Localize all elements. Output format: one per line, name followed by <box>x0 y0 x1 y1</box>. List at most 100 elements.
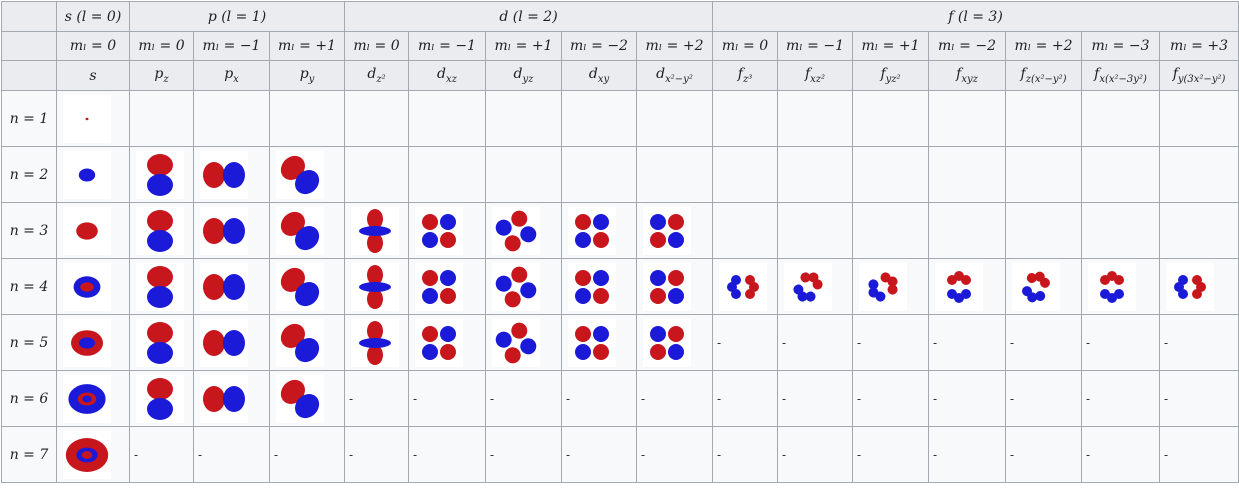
orbital-lobe <box>415 318 463 367</box>
orbital-row: n = 7--------------- <box>1 426 1239 483</box>
orbital-lobe <box>85 117 89 120</box>
orbital-cell <box>852 258 930 315</box>
dash-cell: - <box>852 370 930 427</box>
orbital-cell <box>129 90 194 147</box>
orbital-lobe <box>504 290 521 307</box>
ml-header: mₗ = +2 <box>1005 31 1083 61</box>
dash-cell: - <box>561 426 637 483</box>
orbital-image <box>1166 262 1215 311</box>
orbital-cell <box>485 146 562 203</box>
orbital-cell <box>712 90 779 147</box>
orbital-lobe <box>593 213 609 230</box>
orbital-image <box>63 430 111 479</box>
dash-cell: - <box>1081 314 1161 371</box>
orbital-group <box>147 321 173 364</box>
orbital-cell <box>193 370 270 427</box>
orbital-lobe <box>575 343 591 360</box>
corner-cell <box>1 1 57 32</box>
orbital-header: py <box>269 60 345 91</box>
orbital-lobe <box>203 217 225 244</box>
orbital-lobe <box>147 173 173 196</box>
ml-header: mₗ = −2 <box>561 31 637 61</box>
orbital-image <box>351 262 399 311</box>
orbital-group <box>359 264 391 309</box>
orbital-lobe <box>668 269 684 286</box>
orbital-lobe <box>935 262 984 311</box>
orbital-cell <box>56 258 130 315</box>
orbital-image <box>568 206 616 255</box>
orbital-cell <box>1005 202 1083 259</box>
orbital-image <box>136 374 184 423</box>
orbital-letter: d <box>367 66 377 83</box>
orbital-letter: f <box>804 66 811 83</box>
orbital-lobe <box>367 232 383 253</box>
orbital-lobe <box>520 337 537 354</box>
corner-cell <box>1 31 57 61</box>
orbital-lobe <box>82 395 92 402</box>
orbital-letter: f <box>880 66 886 83</box>
group-header: p (l = 1) <box>129 1 345 32</box>
header-row: mₗ = 0 mₗ = 0 mₗ = −1 mₗ = +1 mₗ = 0 mₗ = −1 m… <box>1 31 1239 61</box>
orbital-lobe <box>280 211 305 236</box>
dash-cell: - <box>485 426 562 483</box>
orbital-letter: p <box>154 66 164 83</box>
orbital-cell <box>1081 258 1161 315</box>
orbital-cell <box>129 258 194 315</box>
row-label: n = 6 <box>1 370 57 427</box>
orbital-header: dxy <box>561 60 637 91</box>
orbital-lobe <box>593 325 609 342</box>
orbital-lobe <box>954 292 965 303</box>
orbital-lobe <box>147 377 173 400</box>
dash-cell: - <box>1081 426 1161 483</box>
orbital-cell <box>777 146 854 203</box>
orbital-lobe <box>643 206 691 255</box>
orbital-cell <box>777 202 854 259</box>
orbital-lobe <box>650 325 666 342</box>
orbital-letter: d <box>437 66 447 83</box>
row-label: n = 3 <box>1 202 57 259</box>
header-row: s pz px py dz² dxz dyz dxy dx²−y² fz³ fxz² fyz² fxyz… <box>1 60 1239 91</box>
dash-cell: - <box>1005 370 1083 427</box>
orbital-image <box>136 206 184 255</box>
orbital-letter: d <box>656 66 666 83</box>
orbital-lobe <box>1012 262 1061 311</box>
orbital-group <box>495 210 537 251</box>
orbital-lobe <box>223 329 245 356</box>
orbital-row: n = 4 <box>1 258 1239 315</box>
orbital-subscript: xy <box>597 73 610 85</box>
orbital-cell <box>485 202 562 259</box>
orbital-image <box>136 262 184 311</box>
orbital-image <box>351 206 399 255</box>
orbital-subscript: z³ <box>742 73 753 85</box>
orbital-cell <box>408 90 486 147</box>
orbital-lobe <box>415 206 463 255</box>
orbital-group <box>575 269 609 304</box>
dash-cell: - <box>712 370 779 427</box>
orbital-cell <box>1081 90 1161 147</box>
orbital-cell <box>193 258 270 315</box>
row-label: n = 1 <box>1 90 57 147</box>
orbital-lobe <box>568 206 616 255</box>
orbital-image <box>492 262 540 311</box>
dash-cell: - <box>561 370 637 427</box>
orbital-header: dyz <box>485 60 562 91</box>
orbital-group <box>203 329 245 356</box>
orbital-image <box>63 318 111 367</box>
orbital-lobe <box>1026 272 1037 283</box>
ml-header: mₗ = +2 <box>635 31 714 61</box>
orbital-image <box>63 374 111 423</box>
dash-cell: - <box>635 426 714 483</box>
orbital-lobe <box>650 269 666 286</box>
orbital-lobe <box>1166 262 1215 311</box>
corner-cell <box>1 60 57 91</box>
orbital-image <box>276 374 324 423</box>
orbital-group <box>650 213 684 248</box>
orbital-group <box>650 325 684 360</box>
orbital-cell <box>129 146 194 203</box>
orbital-cell <box>777 258 854 315</box>
ml-header: mₗ = +3 <box>1159 31 1239 61</box>
orbital-header: px <box>193 60 270 91</box>
orbital-header: fz(x²−y²) <box>1005 60 1083 91</box>
orbital-lobe <box>422 269 438 286</box>
